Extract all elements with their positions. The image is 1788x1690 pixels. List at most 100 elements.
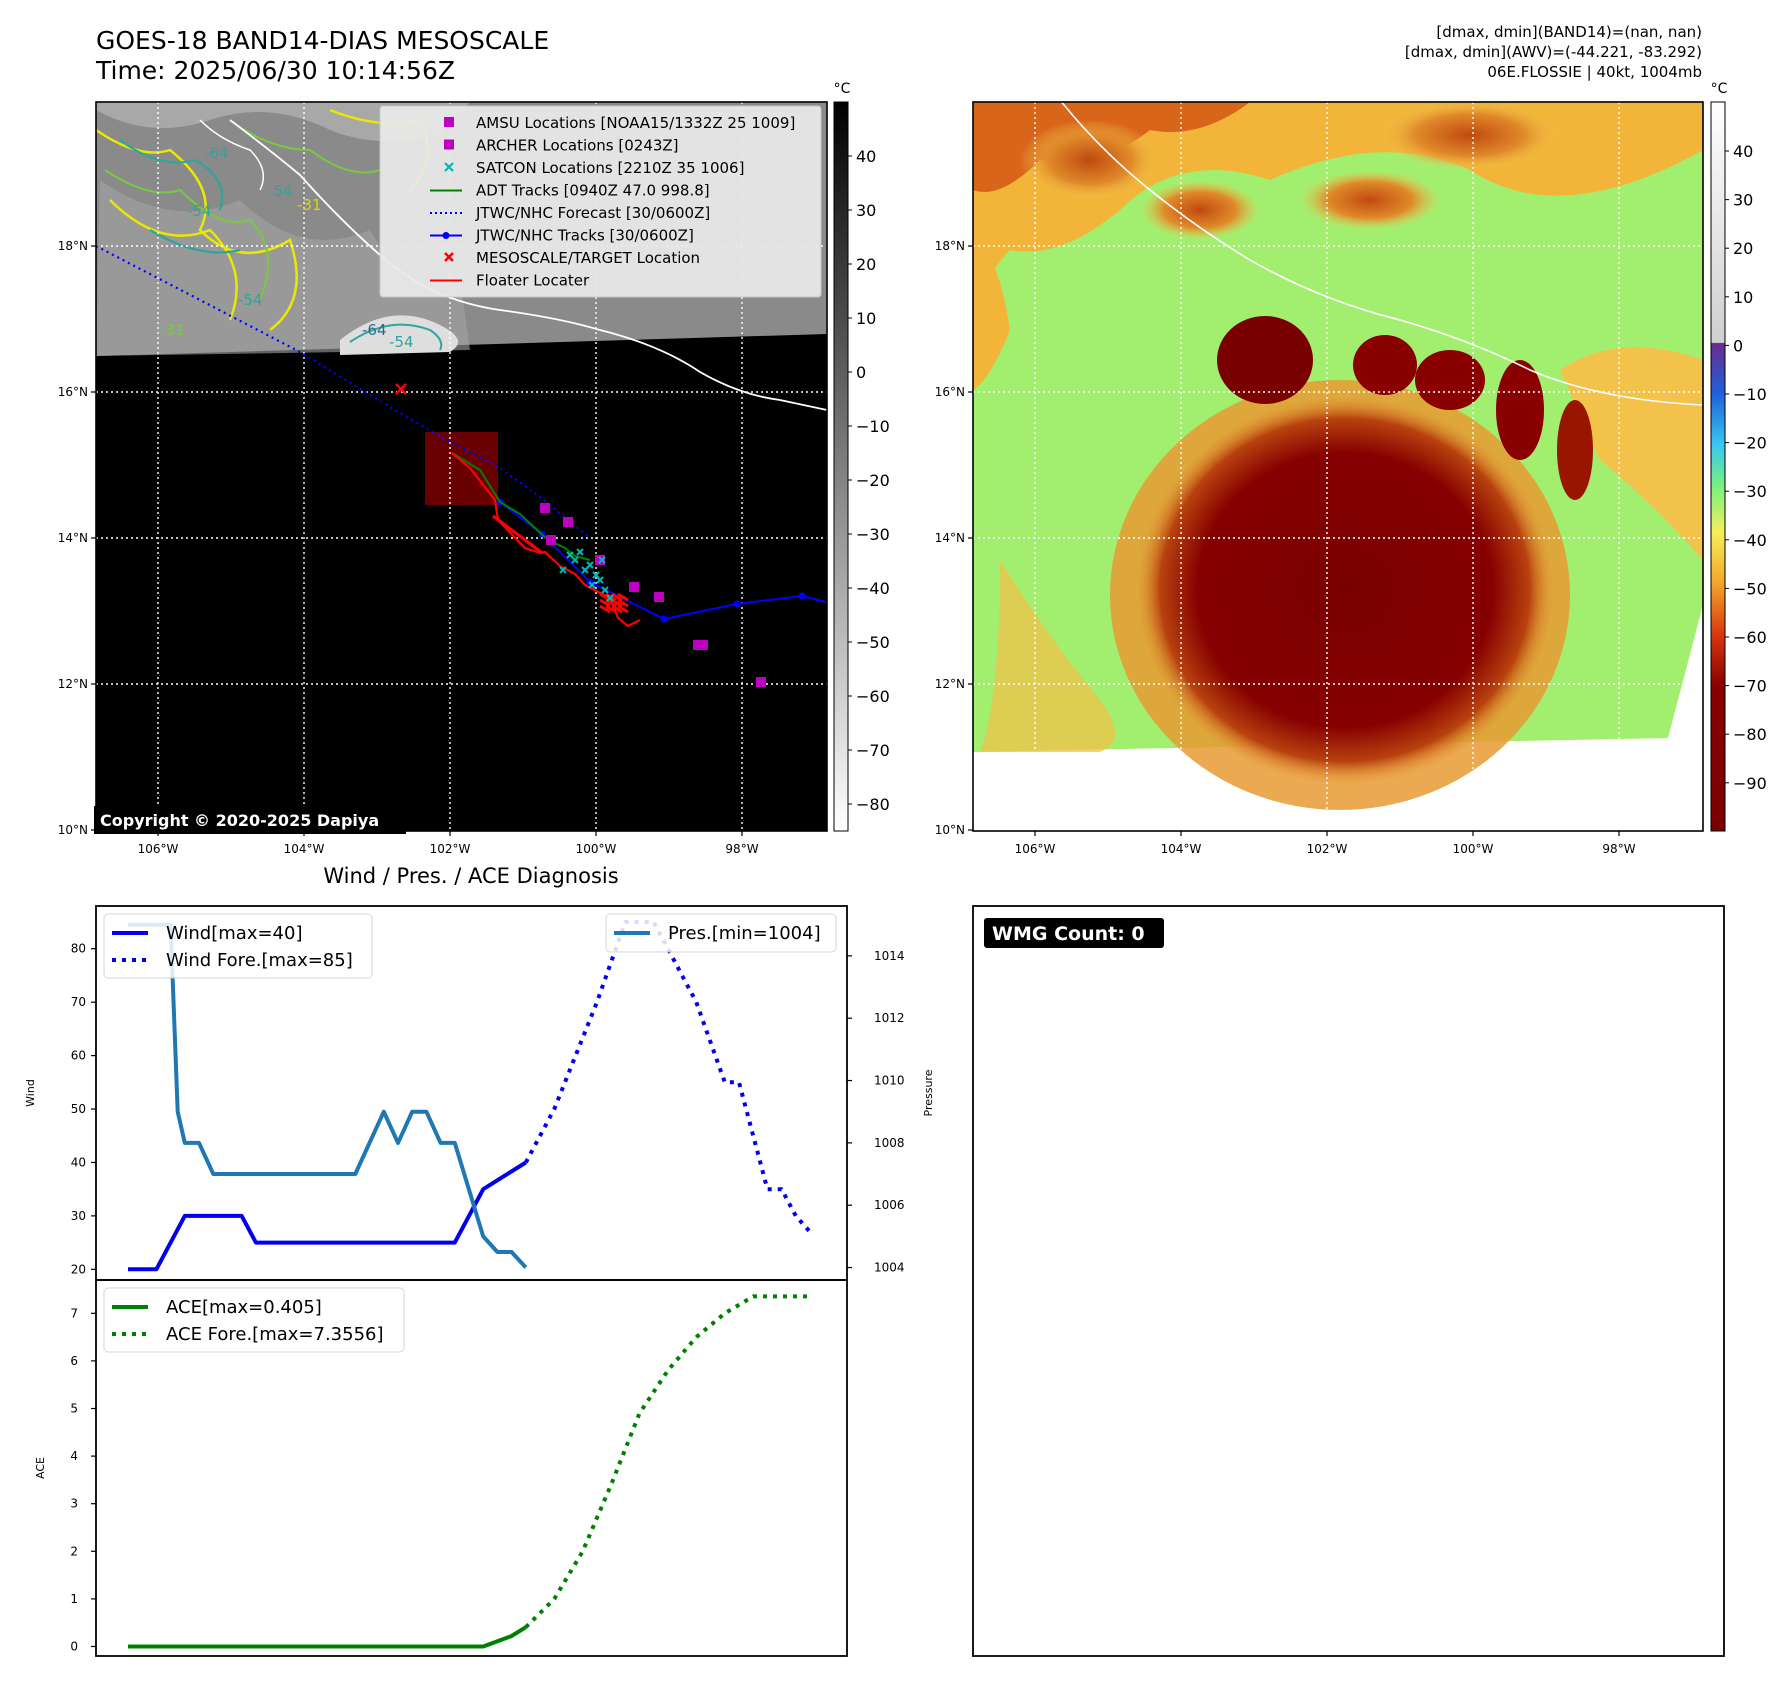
pressure-ytick-label: 1008	[874, 1136, 905, 1150]
colorbar-right-tick-label: −80	[1733, 725, 1767, 744]
map-legend: AMSU Locations [NOAA15/1332Z 25 1009] ARC…	[430, 114, 795, 290]
map-legend-box	[379, 105, 822, 298]
amsu-archer-marker	[756, 677, 766, 687]
map-legend-entry: JTWC/NHC Forecast [30/0600Z]	[475, 204, 710, 222]
jtwc-track-point	[660, 615, 668, 623]
colorbar-right-tick-label: −30	[1733, 482, 1767, 501]
pressure-ytick-label: 1004	[874, 1261, 905, 1275]
coastline-right	[1060, 102, 1703, 406]
awv-map-panel: 18°N 16°N 14°N 12°N 10°N 106°W 104°W 102°W 100°W…	[935, 81, 1767, 856]
lat-tick-label: 14°N	[935, 531, 965, 545]
wind-legend-box	[103, 913, 373, 979]
awv-map-frame	[972, 101, 1704, 832]
amsu-archer-marker	[629, 582, 639, 592]
ace-series-line-1	[524, 1294, 810, 1629]
colorbar-right	[1710, 101, 1726, 832]
colorbar-left-tick-label: 40	[856, 147, 876, 166]
wmg-panel: WMG Count: 0	[972, 905, 1725, 1657]
ace-ytick-label: 2	[70, 1544, 78, 1558]
map-legend-entry: AMSU Locations [NOAA15/1332Z 25 1009]	[476, 114, 795, 132]
contour-label: -54	[389, 333, 414, 351]
pressure-axis-label: Pressure	[922, 1069, 935, 1116]
copyright-text: Copyright © 2020-2025 Dapiya	[100, 811, 379, 830]
map-legend-symbol	[430, 232, 462, 239]
lat-tick-label: 16°N	[935, 385, 965, 399]
ace-legend-entry: ACE[max=0.405]	[166, 1297, 322, 1318]
copyright-box	[94, 806, 406, 834]
target-location-marker	[395, 383, 407, 395]
map-legend-symbol	[444, 139, 454, 150]
wmg-frame	[972, 905, 1725, 1657]
contour-label: -31	[160, 321, 185, 339]
ace-ytick-label: 1	[70, 1592, 78, 1606]
ir-map-panel: -64-54-54-31-31-54-31-64-54 18°N16°N14°N…	[58, 81, 890, 856]
jtwc-track-point	[798, 592, 806, 600]
colorbar-left-ticks: 40 30 20 10 0 −10 −20 −30 −40 −50 −60 −70 −80	[848, 147, 890, 814]
colorbar-right-tick-label: 0	[1733, 336, 1743, 355]
amsu-archer-marker	[563, 517, 573, 527]
satcon-marker	[559, 566, 567, 574]
colorbar-right-tick-label: −70	[1733, 677, 1767, 696]
map-legend-entry: MESOSCALE/TARGET Location	[476, 249, 700, 267]
colorbar-left	[833, 101, 849, 832]
map-legend-symbol	[444, 252, 454, 262]
wind-ytick-label: 50	[71, 1102, 86, 1116]
floater-locater-mark	[617, 604, 629, 614]
colorbar-right-tick-label: 40	[1733, 142, 1753, 161]
colorbar-left-tick-label: −70	[856, 741, 890, 760]
lat-tick-label: 10°N	[58, 823, 88, 837]
satcon-marker	[571, 556, 579, 564]
amsu-archer-marker	[540, 503, 550, 513]
ace-ytick-label: 4	[70, 1449, 78, 1463]
lon-tick-label: 106°W	[138, 842, 179, 856]
colorbar-right-tick-label: 20	[1733, 239, 1753, 258]
ace-series	[128, 1294, 810, 1649]
pressure-legend-box	[605, 913, 837, 953]
lon-tick-label: 100°W	[576, 842, 617, 856]
adt-track	[451, 452, 591, 561]
contour-label: -64	[362, 321, 387, 339]
storm-tracks: -64-54-54-31-31-54-31-64-54	[96, 121, 827, 687]
colorbar-right-unit: °C	[1711, 81, 1728, 97]
wmg-badge	[984, 918, 1164, 948]
lat-tick-label: 10°N	[935, 823, 965, 837]
ace-legend: ACE[max=0.405] ACE Fore.[max=7.3556]	[103, 1287, 405, 1353]
ace-panel: ACE 7 6 5 4 3 2 1 0 ACE[max=0.405] ACE Fore.[max…	[34, 1279, 848, 1657]
colorbar-left-tick-label: 20	[856, 255, 876, 274]
satcon-marker	[586, 561, 594, 569]
colorbar-left-tick-label: −50	[856, 633, 890, 652]
floater-locater-mark	[617, 598, 629, 608]
lat-tick-label: 14°N	[58, 531, 88, 545]
ace-axis-label: ACE	[34, 1457, 47, 1479]
floater-locater-mark	[617, 592, 629, 602]
wmg-count-label: WMG Count: 0	[992, 923, 1145, 945]
info-band14: [dmax, dmin](BAND14)=(nan, nan)	[1436, 23, 1702, 41]
contour-label: -54	[238, 291, 263, 309]
amsu-archer-marker	[698, 640, 708, 650]
wind-legend-entry: Wind[max=40]	[166, 923, 303, 944]
wind-ytick-label: 20	[71, 1262, 86, 1276]
wind-ytick-label: 80	[71, 942, 86, 956]
map-legend-symbol	[444, 162, 454, 172]
map-legend-entry: SATCON Locations [2210Z 35 1006]	[476, 159, 744, 177]
colorbar-right-tick-label: −90	[1733, 774, 1767, 793]
storm-core	[1135, 395, 1555, 785]
lon-tick-label: 98°W	[725, 842, 758, 856]
colorbar-left-tick-label: 0	[856, 363, 866, 382]
map-legend-symbol	[444, 117, 454, 127]
ace-ytick-label: 5	[70, 1402, 78, 1416]
contour-label: -31	[297, 196, 322, 214]
lat-tick-label: 16°N	[58, 385, 88, 399]
lon-tick-label: 104°W	[284, 842, 325, 856]
ace-series-line-0	[128, 1625, 527, 1649]
floater-locater-mark	[611, 598, 623, 608]
pressure-legend-entry: Pres.[min=1004]	[668, 923, 821, 944]
wind-pressure-panel: Wind / Pres. / ACE Diagnosis Wind Pressu…	[24, 864, 935, 1281]
satcon-marker	[596, 576, 604, 584]
info-awv: [dmax, dmin](AWV)=(-44.221, -83.292)	[1404, 43, 1702, 61]
colorbar-left-tick-label: 10	[856, 309, 876, 328]
wind-legend-entry: Wind Fore.[max=85]	[166, 950, 353, 971]
lon-tick-label: 106°W	[1015, 842, 1056, 856]
map-legend-entry: JTWC/NHC Tracks [30/0600Z]	[475, 227, 694, 245]
